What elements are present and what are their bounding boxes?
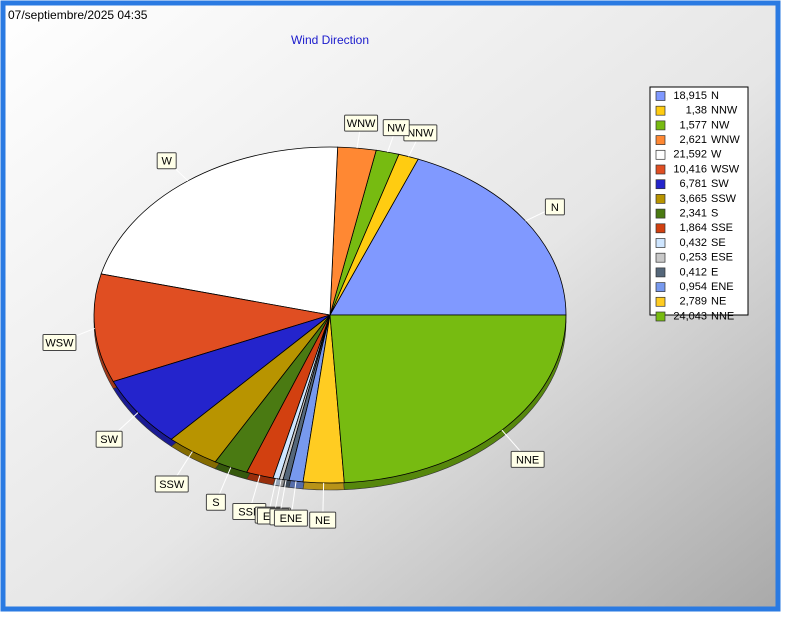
slice-label-box (344, 114, 379, 132)
legend-swatch (655, 179, 666, 190)
slice-label: S (212, 497, 219, 509)
legend-value: 2,789 (679, 296, 707, 308)
legend-value: 1,38 (686, 105, 707, 117)
legend-swatch (655, 267, 666, 278)
legend-swatch (655, 282, 666, 292)
slice-label-box (309, 511, 337, 529)
slice-label-box (273, 509, 308, 527)
timestamp: 07/septiembre/2025 04:35 (8, 8, 148, 22)
legend-swatch (655, 194, 666, 204)
legend-value: 0,432 (679, 237, 707, 249)
slice (100, 146, 339, 316)
legend-swatch (655, 135, 666, 145)
legend-name: NE (711, 296, 726, 308)
legend-value: 1,577 (679, 119, 707, 131)
legend-name: SE (711, 237, 726, 249)
slice (329, 314, 567, 484)
legend-swatch (655, 238, 666, 248)
slice-label: SSW (159, 479, 185, 491)
legend-swatch (655, 252, 666, 263)
legend-swatch (655, 105, 666, 116)
legend-swatch (655, 296, 666, 307)
slice-label: NW (387, 123, 406, 135)
legend-name: ENE (711, 281, 734, 293)
slice-label: W (161, 156, 172, 168)
slice-label: SW (100, 434, 118, 446)
chart-title: Wind Direction (291, 33, 369, 47)
slice-label-box (42, 333, 77, 351)
legend-name: NW (711, 119, 730, 131)
slice-label: ENE (280, 513, 303, 525)
legend-value: 0,954 (679, 281, 707, 293)
legend-name: W (711, 149, 722, 161)
slice (93, 273, 331, 383)
legend-name: NNE (711, 310, 734, 322)
legend-swatch (655, 149, 666, 160)
legend-name: NNW (711, 105, 738, 117)
legend-name: N (711, 90, 719, 102)
legend-swatch (655, 164, 666, 175)
legend-swatch (655, 223, 666, 234)
slice-label-box (95, 430, 123, 448)
legend-name: S (711, 208, 718, 220)
legend-swatch (655, 91, 666, 101)
legend-value: 0,412 (679, 266, 707, 278)
legend-value: 2,621 (679, 134, 707, 146)
slice-label-box (156, 152, 177, 170)
legend-value: 1,864 (679, 222, 707, 234)
legend-name: SW (711, 178, 729, 190)
legend-value: 2,341 (679, 208, 707, 220)
legend-swatch (655, 120, 666, 131)
slice-label: WNW (347, 118, 376, 130)
legend-value: 10,416 (673, 163, 707, 175)
slice-label-box (205, 493, 226, 511)
slice-label: NE (315, 515, 330, 527)
legend-name: SSE (711, 222, 733, 234)
slice-label-box (510, 450, 545, 468)
legend-value: 6,781 (679, 178, 707, 190)
legend-name: E (711, 266, 718, 278)
slice-label-box (544, 198, 565, 216)
slice-label: NNE (516, 454, 539, 466)
legend-value: 3,665 (679, 193, 707, 205)
legend-name: WSW (711, 163, 740, 175)
slice-label: NNW (407, 128, 434, 140)
legend-value: 21,592 (673, 149, 707, 161)
legend-name: WNW (711, 134, 740, 146)
slice-label-box (382, 119, 410, 137)
slice-label: N (551, 202, 559, 214)
legend-swatch (655, 208, 666, 219)
legend-value: 18,915 (673, 90, 707, 102)
legend-name: ESE (711, 252, 733, 264)
slice-label: WSW (45, 337, 74, 349)
legend-value: 0,253 (679, 252, 707, 264)
legend-value: 24,043 (673, 310, 707, 322)
legend-swatch (655, 311, 666, 322)
legend-name: SSW (711, 193, 737, 205)
slice-label-box (154, 475, 189, 493)
legend (649, 86, 749, 316)
